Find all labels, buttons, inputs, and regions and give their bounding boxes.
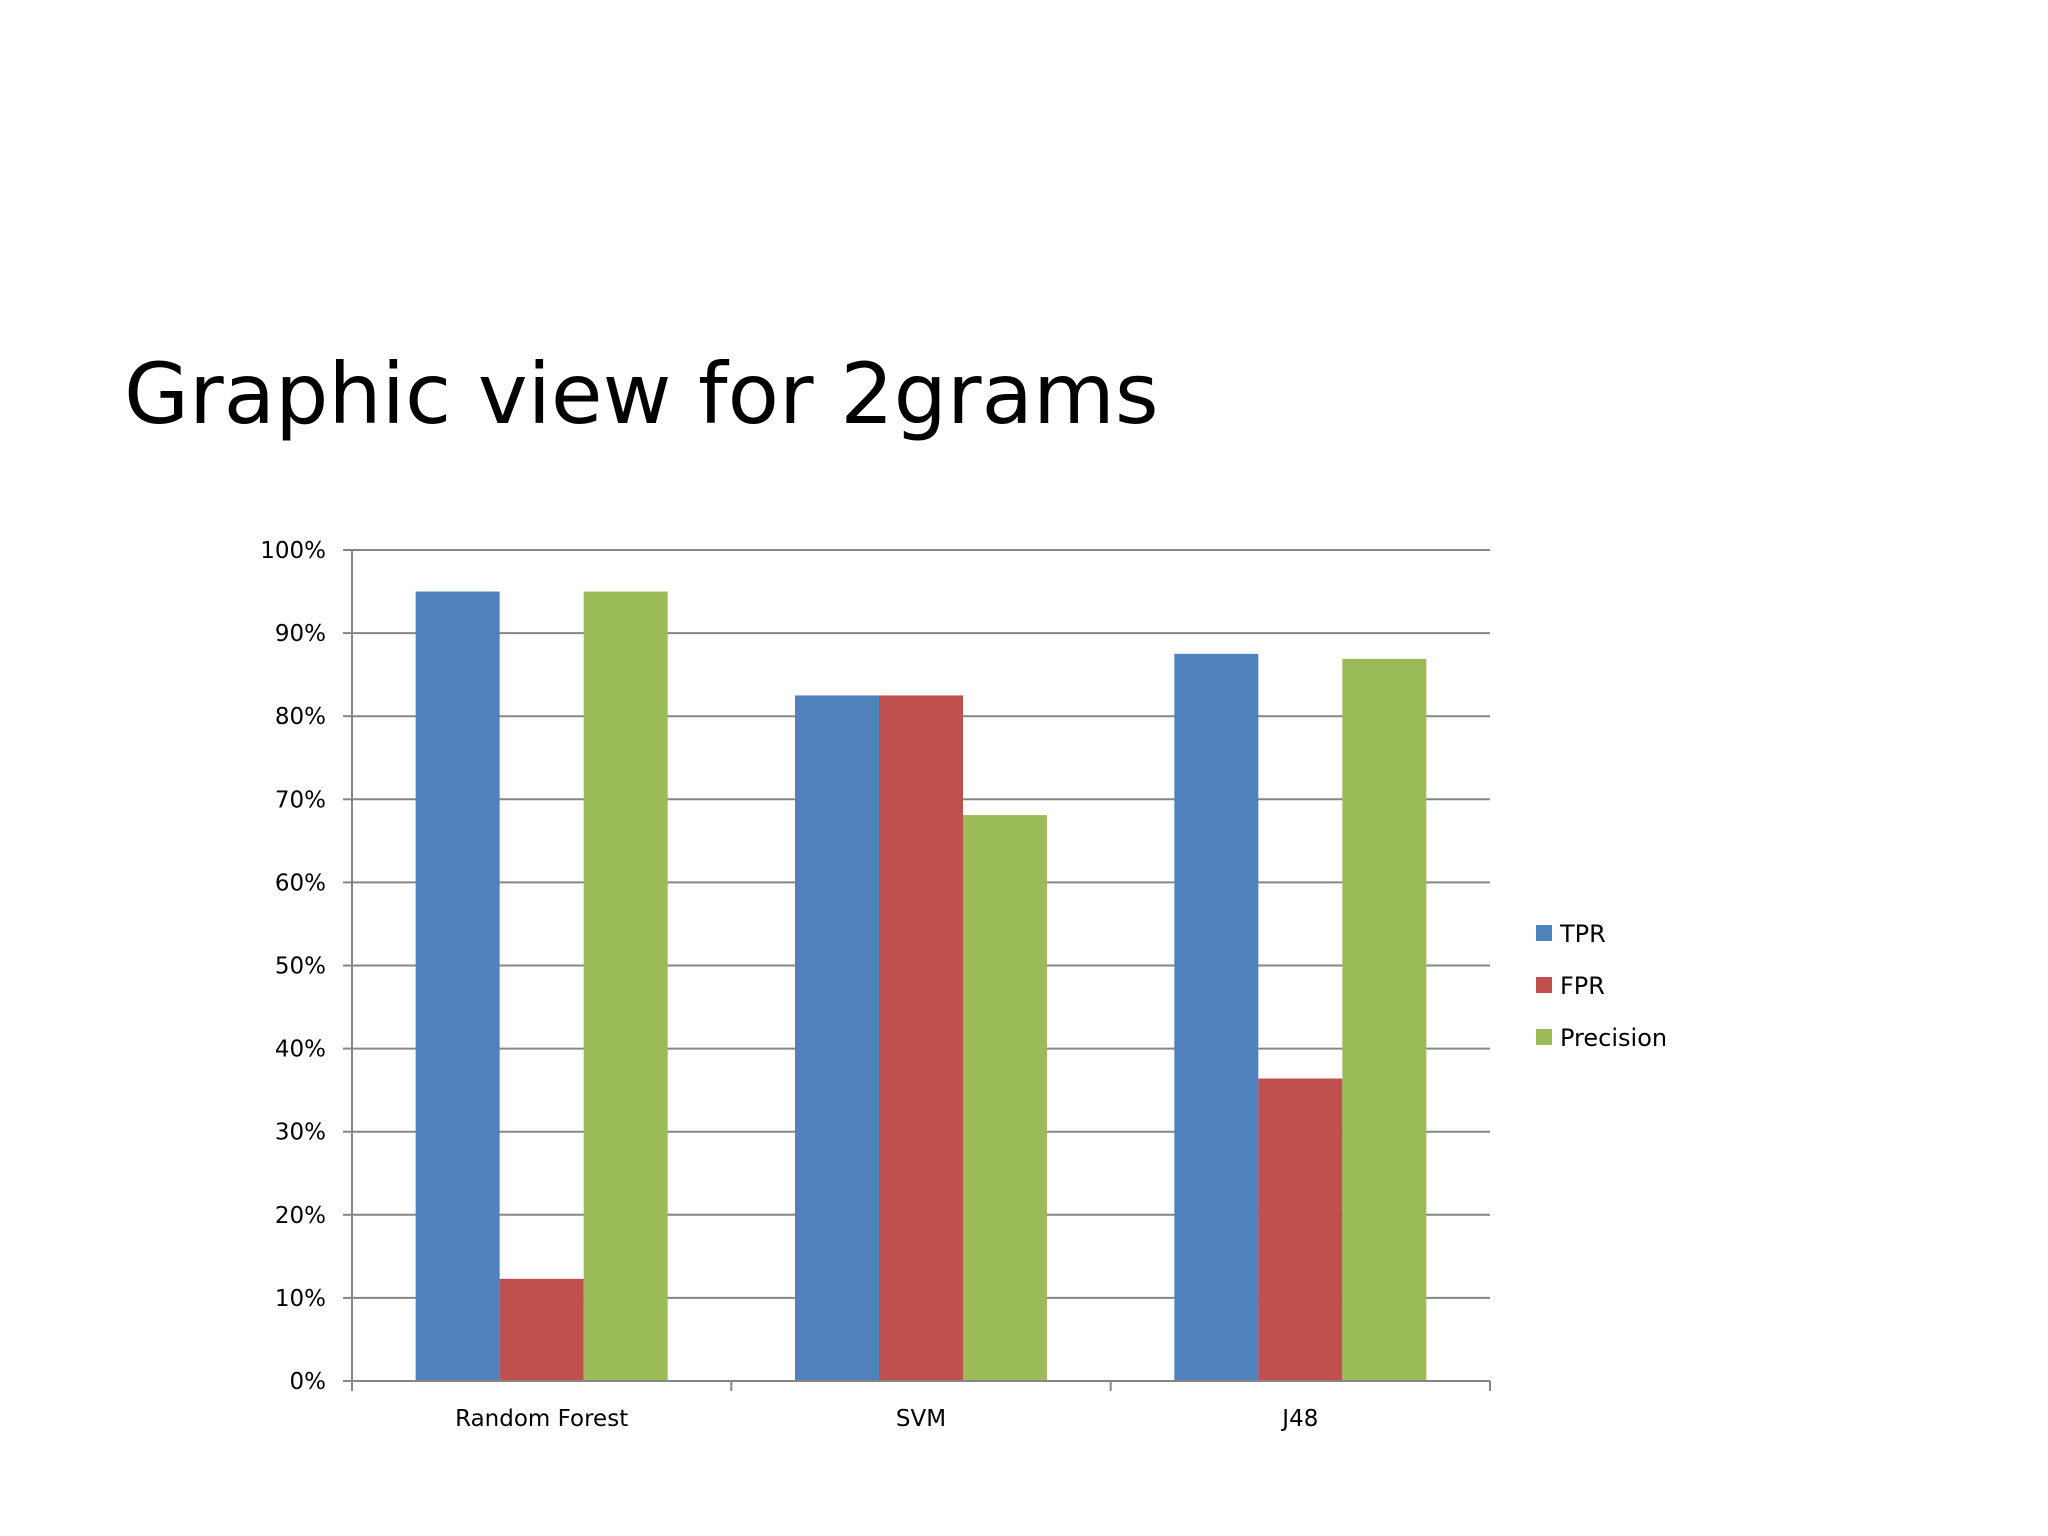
y-tick-label: 40% <box>275 1037 326 1063</box>
bar-precision-2 <box>1342 658 1427 1381</box>
legend-swatch-fpr <box>1536 977 1552 993</box>
y-tick-label: 20% <box>275 1203 326 1229</box>
legend-swatch-precision <box>1536 1029 1552 1045</box>
bar-precision-0 <box>583 591 668 1381</box>
bar-tpr-2 <box>1174 653 1259 1381</box>
y-tick-label: 70% <box>275 787 326 813</box>
x-tick-label: Random Forest <box>455 1406 628 1432</box>
y-tick-label: 0% <box>290 1369 327 1395</box>
slide-title: Graphic view for 2grams <box>124 345 1159 443</box>
legend-label-tpr: TPR <box>1559 920 1606 948</box>
bar-tpr-1 <box>795 695 879 1381</box>
bar-tpr-0 <box>415 591 500 1381</box>
legend-label-precision: Precision <box>1560 1024 1667 1052</box>
y-tick-label: 80% <box>275 704 326 730</box>
legend-label-fpr: FPR <box>1560 972 1605 1000</box>
bar-fpr-2 <box>1258 1078 1343 1381</box>
bars <box>415 591 1427 1381</box>
x-tick-label: J48 <box>1280 1406 1318 1432</box>
y-tick-label: 90% <box>275 621 326 647</box>
x-tick-label: SVM <box>896 1406 946 1432</box>
y-tick-label: 50% <box>275 954 326 980</box>
y-tick-label: 10% <box>275 1286 326 1312</box>
legend-swatch-tpr <box>1536 925 1552 941</box>
y-axis-ticks: 0% 10% 20% 30% 40% 50% 60% 70% 80% 90% 100% <box>260 538 352 1395</box>
y-tick-label: 60% <box>275 870 326 896</box>
bar-fpr-0 <box>499 1278 584 1381</box>
x-axis-ticks: Random Forest SVM J48 <box>351 1381 1491 1432</box>
legend: TPR FPR Precision <box>1536 920 1667 1052</box>
bar-fpr-1 <box>879 695 963 1381</box>
bar-precision-1 <box>963 815 1047 1381</box>
y-tick-label: 100% <box>260 538 326 564</box>
y-tick-label: 30% <box>275 1120 326 1146</box>
